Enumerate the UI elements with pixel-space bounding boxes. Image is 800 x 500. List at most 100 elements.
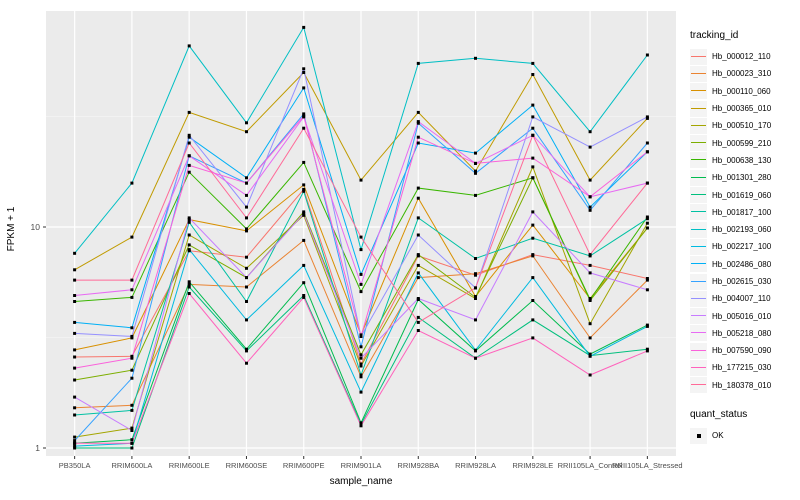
x-tick-label: PB350LA bbox=[59, 461, 91, 470]
legend-items: Hb_000012_110 Hb_000023_310 Hb_000110_060 H… bbox=[690, 48, 798, 394]
point-marker bbox=[187, 135, 191, 139]
point-marker bbox=[73, 355, 77, 359]
legend-key-swatch bbox=[690, 65, 707, 82]
legend-line-icon bbox=[691, 194, 706, 196]
point-marker bbox=[474, 295, 477, 299]
legend-key-swatch bbox=[690, 290, 707, 307]
legend-label: Hb_000638_130 bbox=[712, 155, 772, 165]
point-marker bbox=[73, 300, 77, 303]
point-marker bbox=[416, 196, 420, 200]
point-marker bbox=[531, 223, 535, 227]
point-marker bbox=[416, 320, 420, 324]
point-marker bbox=[359, 375, 363, 379]
point-marker bbox=[130, 426, 134, 430]
x-tick-label: RRIM600LE bbox=[169, 461, 210, 470]
point-marker bbox=[187, 133, 191, 137]
point-marker bbox=[474, 272, 477, 276]
legend-label: Hb_180378_010 bbox=[712, 380, 772, 390]
point-marker bbox=[302, 112, 306, 116]
point-marker bbox=[531, 236, 535, 240]
black-square-icon bbox=[696, 433, 701, 438]
point-marker bbox=[416, 121, 420, 125]
point-marker bbox=[245, 300, 248, 303]
legend-item-Hb_000110_060: Hb_000110_060 bbox=[690, 83, 798, 100]
point-marker bbox=[187, 163, 191, 167]
legend-item-Hb_000365_010: Hb_000365_010 bbox=[690, 100, 798, 117]
point-marker bbox=[187, 110, 191, 114]
legend-key-swatch bbox=[690, 100, 707, 117]
point-marker bbox=[302, 86, 306, 90]
point-marker bbox=[588, 271, 592, 275]
point-marker bbox=[359, 364, 363, 368]
point-marker bbox=[245, 121, 248, 125]
point-marker bbox=[359, 248, 363, 252]
legend-label: Hb_005016_010 bbox=[712, 311, 772, 321]
point-marker bbox=[645, 215, 649, 219]
point-marker bbox=[474, 56, 477, 60]
point-marker bbox=[531, 156, 535, 160]
point-marker bbox=[187, 141, 191, 145]
point-marker bbox=[416, 120, 420, 124]
point-marker bbox=[416, 135, 420, 139]
legend-item-Hb_001301_280: Hb_001301_280 bbox=[690, 169, 798, 186]
point-marker bbox=[130, 446, 134, 450]
point-marker bbox=[531, 276, 535, 280]
point-marker bbox=[130, 376, 134, 380]
point-marker bbox=[130, 181, 134, 185]
point-marker bbox=[130, 354, 134, 358]
y-tick-label: 1 bbox=[35, 443, 40, 453]
legend-line-icon bbox=[691, 142, 706, 144]
point-marker bbox=[588, 208, 592, 212]
point-marker bbox=[588, 373, 592, 377]
point-marker bbox=[245, 176, 248, 180]
point-marker bbox=[588, 298, 592, 301]
point-marker bbox=[359, 356, 363, 360]
point-marker bbox=[359, 334, 363, 338]
point-marker bbox=[130, 441, 134, 445]
point-marker bbox=[245, 181, 248, 185]
point-marker bbox=[73, 413, 77, 417]
point-marker bbox=[73, 251, 77, 255]
point-marker bbox=[130, 326, 134, 330]
point-marker bbox=[245, 205, 248, 209]
legend-label: Hb_000599_210 bbox=[712, 138, 772, 148]
point-marker bbox=[416, 263, 420, 267]
point-marker bbox=[302, 183, 306, 187]
point-marker bbox=[73, 444, 77, 448]
legend-label: Hb_000012_110 bbox=[712, 52, 771, 62]
point-marker bbox=[531, 210, 535, 214]
legend-line-icon bbox=[691, 263, 706, 265]
x-tick-label: RRII105LA_Control bbox=[558, 461, 623, 470]
point-marker bbox=[302, 114, 306, 118]
point-marker bbox=[359, 345, 363, 349]
legend-key-swatch bbox=[690, 152, 707, 169]
point-marker bbox=[245, 347, 248, 351]
legend-label: Hb_004007_110 bbox=[712, 294, 771, 304]
point-marker bbox=[531, 133, 535, 137]
legend-line-icon bbox=[691, 384, 706, 386]
point-marker bbox=[302, 210, 306, 214]
point-marker bbox=[416, 315, 420, 319]
legend-line-icon bbox=[691, 366, 706, 368]
point-marker bbox=[588, 253, 592, 257]
point-marker bbox=[416, 329, 420, 332]
point-marker bbox=[187, 280, 191, 284]
point-marker bbox=[73, 406, 77, 410]
point-marker bbox=[645, 277, 649, 280]
legend-line-icon bbox=[691, 211, 706, 213]
x-tick-label: RRIM901LA bbox=[341, 461, 382, 470]
legend-item-Hb_001817_100: Hb_001817_100 bbox=[690, 204, 798, 221]
point-marker bbox=[416, 186, 420, 190]
point-marker bbox=[645, 347, 649, 351]
point-marker bbox=[474, 356, 477, 360]
legend-label: Hb_000510_170 bbox=[712, 121, 772, 131]
point-marker bbox=[474, 169, 477, 173]
point-marker bbox=[474, 257, 477, 260]
legend-item-Hb_004007_110: Hb_004007_110 bbox=[690, 290, 798, 307]
x-tick-label: RRIM928BA bbox=[397, 461, 439, 470]
legend-item-Hb_000638_130: Hb_000638_130 bbox=[690, 152, 798, 169]
point-marker bbox=[245, 193, 248, 197]
point-marker bbox=[359, 235, 363, 239]
legend-key-swatch bbox=[690, 342, 707, 359]
